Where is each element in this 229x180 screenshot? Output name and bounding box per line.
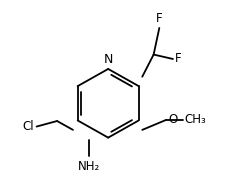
Text: O: O: [168, 113, 177, 126]
Text: CH₃: CH₃: [183, 113, 205, 126]
Text: Cl: Cl: [23, 120, 34, 133]
Text: F: F: [155, 12, 162, 25]
Text: F: F: [174, 53, 181, 66]
Text: N: N: [103, 53, 112, 66]
Text: NH₂: NH₂: [77, 160, 100, 173]
